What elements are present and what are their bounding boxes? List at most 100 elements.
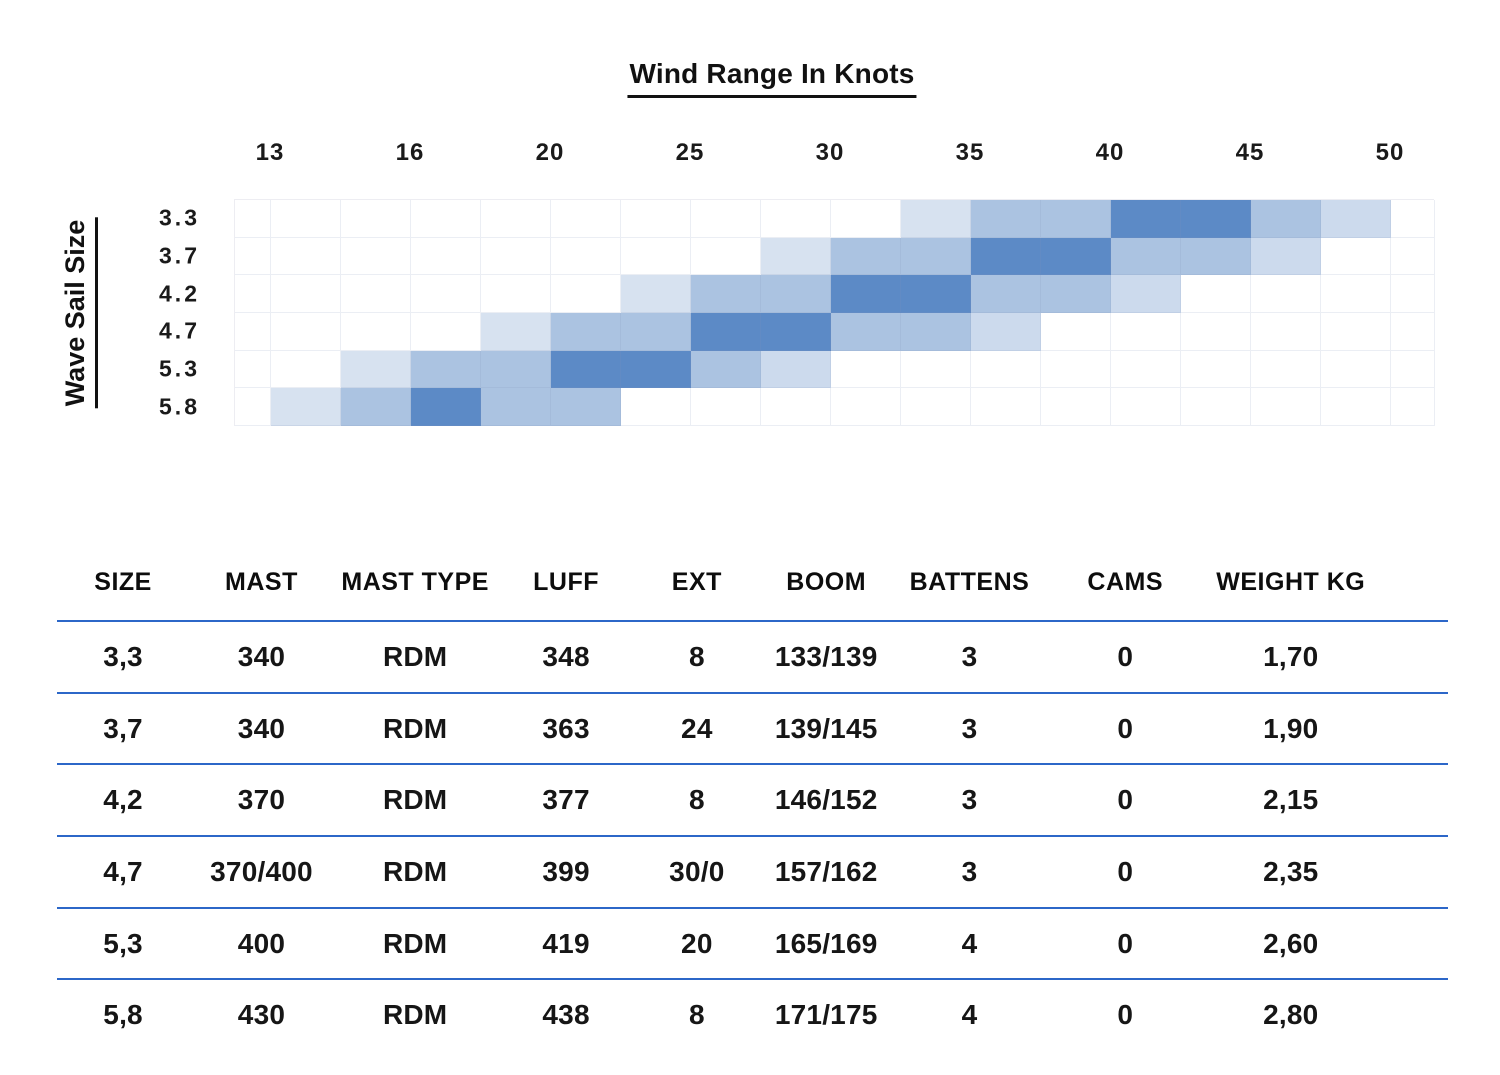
- heatmap-cell: [691, 200, 761, 238]
- heatmap-cell: [411, 313, 481, 351]
- heatmap-cell: [411, 388, 481, 426]
- heatmap-cell: [271, 275, 341, 313]
- heatmap-cell: [1251, 200, 1321, 238]
- table-row: 4,7 370/400 RDM 399 30/0 157/162 3 0 2,35: [57, 835, 1448, 907]
- heatmap-cell: [551, 200, 621, 238]
- table-cell: 3: [961, 855, 978, 887]
- heatmap-cell: [551, 275, 621, 313]
- table-cell: 165/169: [774, 927, 878, 959]
- table-cell: 400: [237, 927, 286, 959]
- heatmap-cell: [341, 200, 411, 238]
- heatmap-cell: [971, 200, 1041, 238]
- heatmap-cell: [971, 350, 1041, 389]
- column-header: WEIGHT KG: [1216, 568, 1366, 596]
- table-cell: 370/400: [210, 855, 313, 887]
- x-tick-label: 50: [1375, 139, 1405, 166]
- table-cell: 133/139: [774, 640, 878, 672]
- heatmap-cell: [901, 275, 971, 313]
- heatmap-cell: [901, 350, 971, 389]
- heatmap-cell: [831, 350, 901, 389]
- wind-range-heatmap: [234, 199, 1435, 426]
- y-tick-label: 5.3: [159, 355, 200, 382]
- heatmap-cell: [271, 350, 341, 389]
- heatmap-cell: [1111, 350, 1181, 389]
- table-cell: 8: [688, 640, 705, 672]
- table-cell: 157/162: [774, 855, 878, 887]
- heatmap-cell: [1181, 313, 1251, 351]
- heatmap-cell: [761, 313, 831, 351]
- table-cell: 4: [961, 999, 978, 1031]
- table-cell: 370: [237, 784, 286, 816]
- table-cell: 0: [1117, 712, 1134, 744]
- table-cell: 419: [542, 927, 590, 959]
- table-cell: 3: [961, 784, 978, 816]
- heatmap-cell: [1251, 237, 1321, 276]
- heatmap-cell: [481, 200, 551, 238]
- table-cell: 2,35: [1263, 855, 1319, 887]
- column-header: MAST: [225, 568, 298, 596]
- heatmap-cell: [831, 313, 901, 351]
- heatmap-cell: [1321, 313, 1391, 351]
- x-tick-label: 30: [815, 139, 845, 166]
- heatmap-cell: [411, 275, 481, 313]
- column-header: EXT: [671, 568, 722, 596]
- heatmap-cell: [761, 237, 831, 276]
- heatmap-cell: [551, 350, 621, 389]
- heatmap-cell: [621, 388, 691, 426]
- heatmap-margin-cell: [235, 350, 271, 389]
- table-cell: 2,80: [1263, 999, 1319, 1031]
- table-cell: 3,3: [103, 640, 143, 672]
- x-tick-label: 20: [535, 139, 565, 166]
- table-cell: 171/175: [774, 999, 878, 1031]
- table-cell: 5,3: [103, 927, 143, 959]
- heatmap-cell: [831, 200, 901, 238]
- table-cell: 0: [1117, 855, 1134, 887]
- heatmap-cell: [1111, 200, 1181, 238]
- table-cell: 139/145: [774, 712, 878, 744]
- heatmap-cell: [1321, 350, 1391, 389]
- table-cell: 5,8: [103, 999, 143, 1031]
- heatmap-cell: [411, 350, 481, 389]
- heatmap-cell: [481, 388, 551, 426]
- heatmap-cell: [271, 313, 341, 351]
- heatmap-cell: [691, 313, 761, 351]
- heatmap-cell: [1111, 237, 1181, 276]
- heatmap-cell: [621, 313, 691, 351]
- table-row: 4,2 370 RDM 377 8 146/152 3 0 2,15: [57, 763, 1448, 835]
- heatmap-cell: [691, 275, 761, 313]
- y-tick-label: 4.2: [159, 280, 200, 307]
- table-cell: 2,15: [1263, 784, 1319, 816]
- table-cell: RDM: [382, 927, 448, 959]
- x-tick-label: 40: [1095, 139, 1125, 166]
- heatmap-cell: [411, 237, 481, 276]
- heatmap-cell: [971, 237, 1041, 276]
- heatmap-cell: [901, 237, 971, 276]
- table-cell: 4: [961, 927, 978, 959]
- table-cell: RDM: [382, 855, 448, 887]
- heatmap-cell: [1251, 388, 1321, 426]
- table-row: 3,3 340 RDM 348 8 133/139 3 0 1,70: [57, 620, 1448, 692]
- table-cell: 1,70: [1263, 640, 1319, 672]
- heatmap-cell: [1321, 200, 1391, 238]
- heatmap-margin-cell: [1391, 237, 1435, 276]
- heatmap-cell: [1181, 388, 1251, 426]
- table-cell: RDM: [382, 640, 448, 672]
- table-cell: RDM: [382, 999, 448, 1031]
- table-cell: 399: [542, 855, 590, 887]
- table-cell: 3,7: [103, 712, 143, 744]
- heatmap-cell: [621, 275, 691, 313]
- table-cell: 0: [1117, 784, 1134, 816]
- heatmap-cell: [341, 388, 411, 426]
- heatmap-margin-cell: [1391, 275, 1435, 313]
- column-header: LUFF: [533, 568, 600, 596]
- heatmap-cell: [551, 313, 621, 351]
- heatmap-cell: [1041, 313, 1111, 351]
- heatmap-cell: [481, 237, 551, 276]
- heatmap-cell: [481, 313, 551, 351]
- heatmap-cell: [831, 275, 901, 313]
- heatmap-cell: [691, 237, 761, 276]
- table-cell: 348: [542, 640, 590, 672]
- heatmap-cell: [551, 237, 621, 276]
- heatmap-cell: [761, 200, 831, 238]
